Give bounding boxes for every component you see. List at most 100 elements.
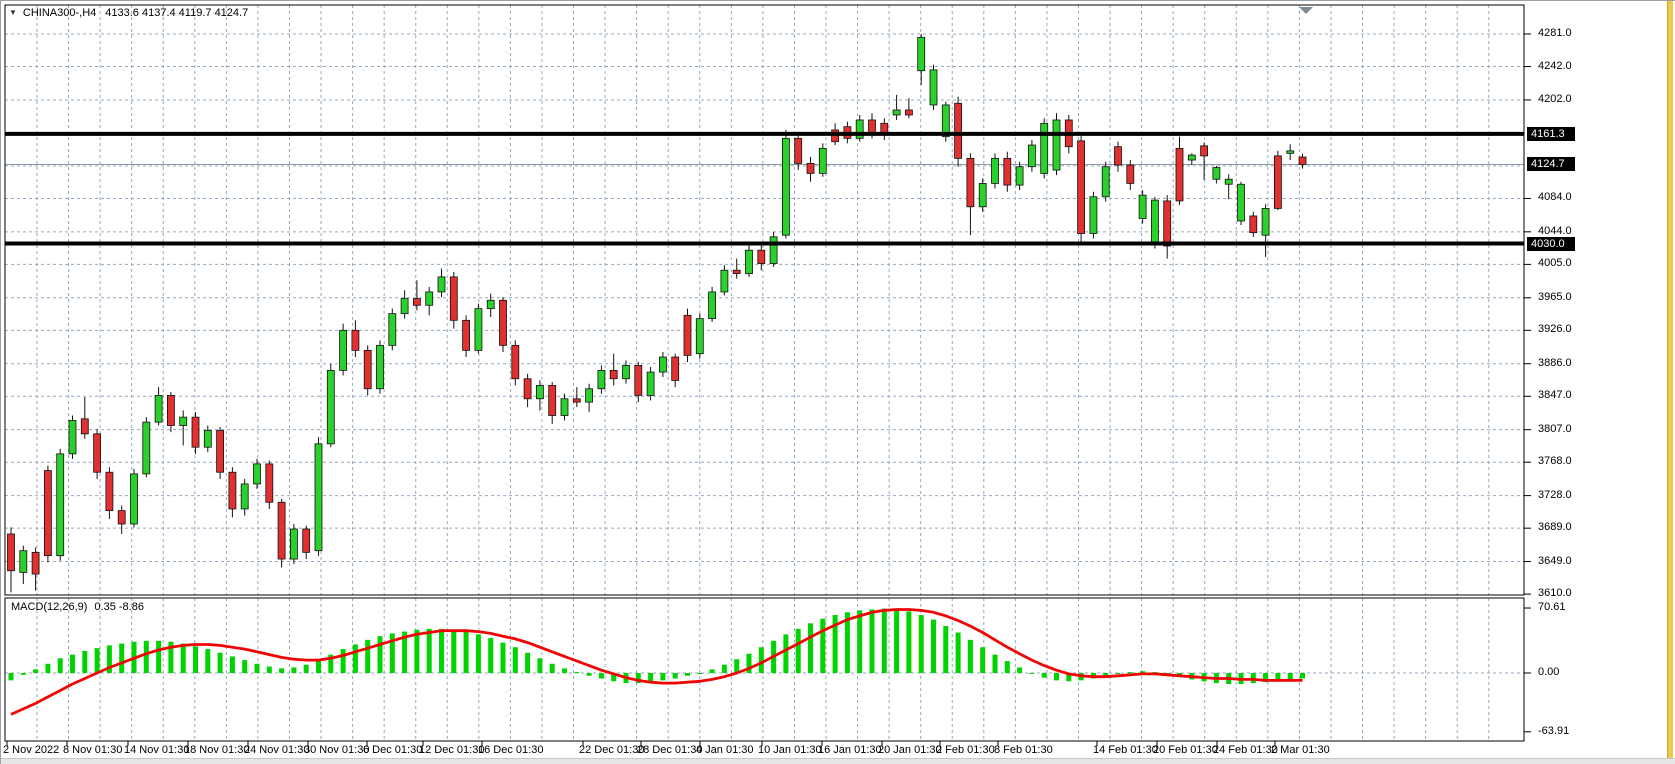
level-price-label: 4161.3 bbox=[1527, 126, 1575, 141]
candle bbox=[31, 547, 40, 591]
macd-signal-line bbox=[10, 608, 1303, 716]
candle bbox=[671, 353, 680, 388]
candle bbox=[351, 320, 360, 358]
candle bbox=[646, 367, 655, 401]
candle bbox=[462, 315, 471, 358]
date-axis-label: 28 Dec 01:30 bbox=[637, 744, 703, 756]
candle bbox=[302, 525, 311, 560]
price-axis-tick-label: 3728.0 bbox=[1538, 488, 1572, 501]
candle bbox=[745, 245, 753, 277]
date-axis-label: 2 Nov 2022 bbox=[3, 744, 60, 756]
candle bbox=[1114, 141, 1122, 172]
candle bbox=[757, 243, 766, 271]
candle bbox=[523, 373, 532, 408]
price-axis-tick-label: 4044.0 bbox=[1538, 224, 1572, 237]
candles-layer bbox=[7, 34, 1307, 593]
price-axis[interactable] bbox=[1525, 1, 1667, 758]
candle bbox=[216, 427, 225, 479]
candle bbox=[314, 437, 323, 556]
candle bbox=[1015, 161, 1024, 191]
date-axis-label: 24 Nov 01:30 bbox=[244, 744, 310, 756]
date-axis-label: 20 Feb 01:30 bbox=[1153, 744, 1218, 756]
candle bbox=[437, 268, 446, 297]
date-axis-label: 22 Dec 01:30 bbox=[579, 744, 645, 756]
candle bbox=[499, 296, 507, 353]
candle bbox=[708, 286, 716, 322]
candle bbox=[154, 387, 163, 426]
chart-shift-triangle-icon[interactable] bbox=[1299, 7, 1313, 14]
candle bbox=[339, 323, 348, 376]
candle bbox=[991, 153, 999, 189]
candle bbox=[105, 467, 114, 519]
candle bbox=[1163, 195, 1172, 259]
candle bbox=[80, 397, 89, 439]
candle bbox=[634, 362, 643, 403]
macd-indicator-label: MACD(12,26,9) 0.35 -8.86 bbox=[11, 601, 144, 613]
candle bbox=[191, 412, 200, 454]
price-axis-tick-label: 4005.0 bbox=[1538, 257, 1572, 270]
candle bbox=[1274, 150, 1282, 211]
scroll-strip bbox=[1, 758, 1675, 764]
candle bbox=[1187, 153, 1196, 166]
candle bbox=[1212, 165, 1221, 184]
date-axis-label: 8 Feb 01:30 bbox=[994, 744, 1053, 756]
candle bbox=[56, 448, 65, 561]
candle bbox=[597, 365, 606, 394]
candle bbox=[1101, 161, 1110, 202]
candle bbox=[1003, 151, 1012, 192]
macd-values: 0.35 -8.86 bbox=[94, 601, 144, 613]
candle bbox=[782, 129, 790, 239]
date-axis-label: 14 Feb 01:30 bbox=[1093, 744, 1158, 756]
price-axis-tick-label: 4281.0 bbox=[1538, 27, 1572, 39]
candle bbox=[892, 94, 901, 120]
candle bbox=[1052, 113, 1061, 176]
macd-pane-border bbox=[4, 597, 1525, 742]
candle bbox=[536, 380, 544, 411]
candle bbox=[265, 460, 274, 509]
candle bbox=[659, 352, 667, 378]
price-axis-tick-label: 3610.0 bbox=[1538, 587, 1572, 600]
chart-title-bar: ▼ CHINA300-,H4 4133.6 4137.4 4119.7 4124.7 bbox=[9, 7, 248, 19]
candle bbox=[769, 231, 778, 267]
candle bbox=[388, 308, 397, 351]
price-axis-tick-label: 3847.0 bbox=[1538, 389, 1572, 402]
candle bbox=[818, 143, 827, 177]
candle bbox=[474, 303, 483, 354]
price-axis-tick-label: 3768.0 bbox=[1538, 455, 1572, 468]
candle bbox=[363, 345, 372, 396]
candle bbox=[277, 498, 286, 568]
price-axis-tick-label: 3926.0 bbox=[1538, 323, 1572, 336]
candle bbox=[1028, 140, 1036, 172]
date-axis-label: 20 Jan 01:30 bbox=[878, 744, 942, 756]
chart-symbol-period: CHINA300-,H4 bbox=[22, 7, 97, 19]
symbol-dropdown-icon[interactable]: ▼ bbox=[9, 8, 17, 17]
candle bbox=[93, 428, 101, 479]
level-price-label: 4030.0 bbox=[1527, 236, 1575, 251]
price-axis-tick-label: 4202.0 bbox=[1538, 92, 1572, 105]
candle bbox=[7, 527, 15, 593]
chart-ohlc-readout: 4133.6 4137.4 4119.7 4124.7 bbox=[105, 7, 249, 19]
date-axis-label: 30 Nov 01:30 bbox=[304, 744, 370, 756]
candle bbox=[1298, 153, 1307, 169]
date-axis-label: 10 Jan 01:30 bbox=[758, 744, 822, 756]
macd-axis-tick-label: -63.91 bbox=[1538, 724, 1570, 737]
candle bbox=[683, 308, 692, 363]
candle bbox=[240, 478, 249, 516]
price-axis-tick-label: 4242.0 bbox=[1538, 59, 1572, 72]
price-axis-tick-label: 3807.0 bbox=[1538, 422, 1572, 435]
macd-axis-tick-label: 70.61 bbox=[1538, 601, 1566, 614]
candle bbox=[622, 360, 630, 384]
candle bbox=[572, 387, 581, 408]
candle bbox=[425, 286, 434, 316]
candle bbox=[376, 340, 384, 394]
candle bbox=[954, 96, 962, 167]
candle bbox=[142, 417, 151, 478]
candle bbox=[978, 178, 987, 212]
current-price-label: 4124.7 bbox=[1527, 157, 1575, 172]
price-axis-tick-label: 3965.0 bbox=[1538, 290, 1572, 303]
price-axis-tick-label: 3649.0 bbox=[1538, 554, 1572, 567]
date-axis-label: 16 Dec 01:30 bbox=[478, 744, 544, 756]
candle bbox=[585, 383, 593, 413]
axis-tick-marks bbox=[6, 33, 1531, 746]
